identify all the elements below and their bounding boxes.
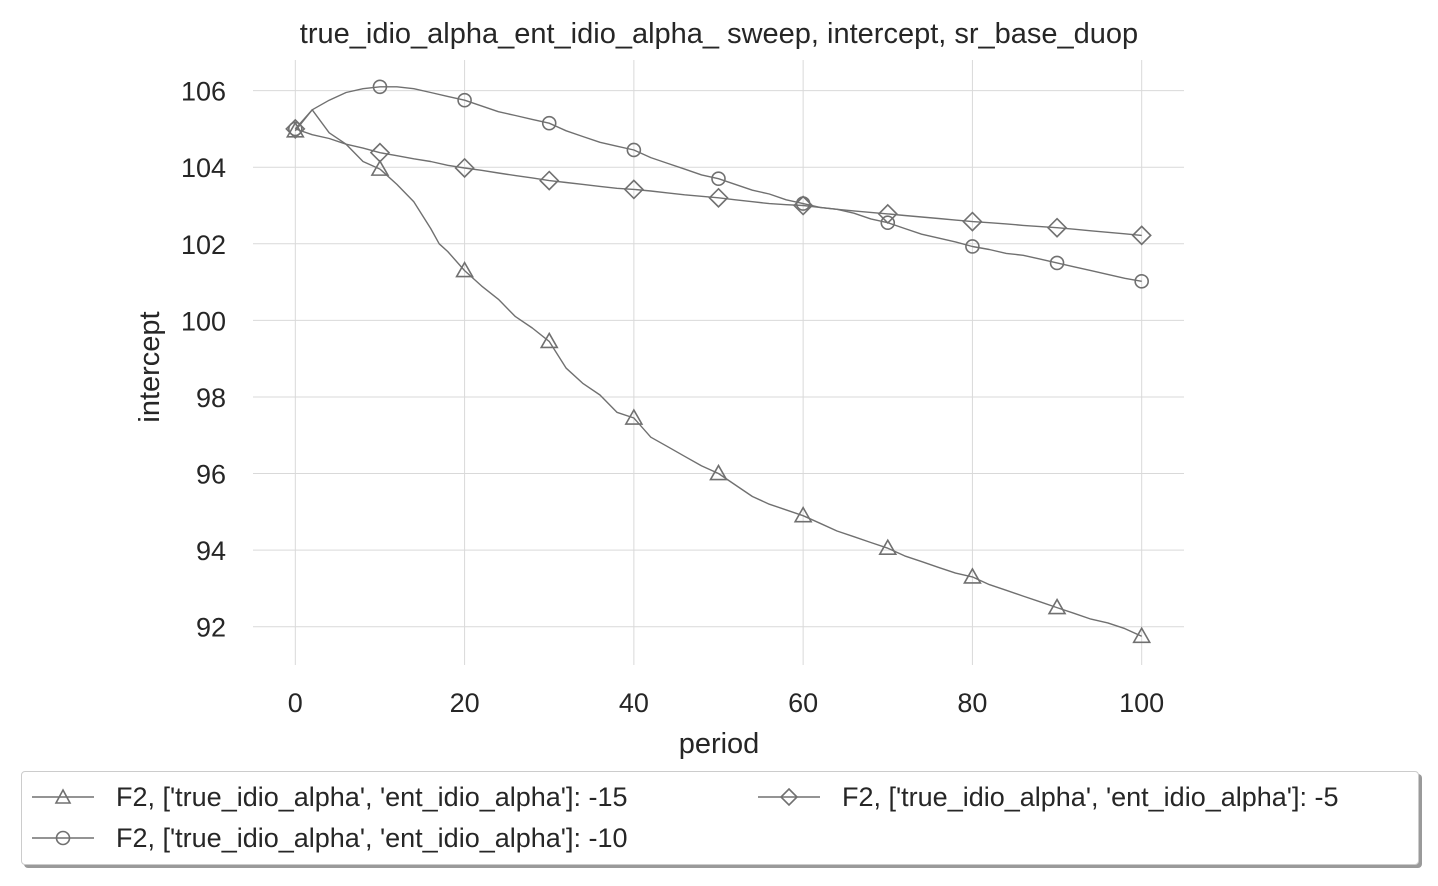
y-tick-label: 106 (181, 77, 226, 107)
y-tick-label: 102 (181, 230, 226, 260)
x-tick-label: 80 (957, 688, 987, 718)
legend-item-series-2: F2, ['true_idio_alpha', 'ent_idio_alpha'… (32, 820, 627, 856)
legend-item-series-1: F2, ['true_idio_alpha', 'ent_idio_alpha'… (32, 779, 627, 815)
series-line-2 (294, 86, 1142, 282)
grid-lines (253, 60, 1184, 665)
circle-marker (288, 121, 303, 137)
diamond-marker (285, 118, 306, 140)
diamond-marker (1131, 225, 1152, 246)
y-axis-label: intercept (134, 311, 166, 422)
triangle-marker-icon (32, 788, 94, 804)
chart-title: true_idio_alpha_ent_idio_alpha_ sweep, i… (300, 18, 1138, 50)
circle-marker (457, 92, 472, 108)
circle-marker (965, 239, 980, 254)
triangle-marker (878, 538, 898, 556)
circle-marker (541, 115, 557, 131)
diamond-marker (623, 179, 644, 200)
y-tick-label: 94 (196, 536, 226, 566)
circle-marker (1134, 274, 1149, 289)
chart-legend: F2, ['true_idio_alpha', 'ent_idio_alpha'… (21, 771, 1419, 865)
legend-label-series-1: F2, ['true_idio_alpha', 'ent_idio_alpha'… (116, 781, 628, 812)
circle-marker (372, 79, 388, 95)
series-lines (294, 86, 1142, 637)
legend-label-series-2: F2, ['true_idio_alpha', 'ent_idio_alpha'… (116, 822, 628, 853)
y-tick-label: 96 (196, 460, 226, 490)
diamond-marker-icon (758, 787, 820, 807)
diamond-marker (793, 195, 814, 216)
triangle-marker (963, 567, 982, 584)
triangle-marker (793, 506, 813, 523)
y-tick-label: 100 (181, 306, 226, 336)
series-markers (285, 79, 1152, 644)
diamond-marker (708, 187, 729, 208)
triangle-marker (624, 408, 644, 425)
diamond-marker (539, 170, 560, 191)
x-tick-label: 60 (788, 688, 818, 718)
triangle-marker (370, 159, 390, 176)
diamond-marker (962, 211, 983, 232)
triangle-marker (539, 331, 559, 349)
diamond-marker (877, 203, 898, 225)
triangle-marker (455, 260, 474, 278)
triangle-marker (1047, 597, 1067, 615)
x-axis-label: period (679, 728, 760, 760)
x-tick-label: 100 (1119, 688, 1164, 718)
series-line-1 (294, 109, 1142, 637)
x-tick-label: 20 (450, 688, 480, 718)
y-tick-label: 104 (181, 153, 226, 183)
legend-item-series-3: F2, ['true_idio_alpha', 'ent_idio_alpha'… (758, 779, 1338, 815)
diamond-marker (454, 157, 475, 179)
circle-marker-icon (32, 830, 94, 846)
diamond-marker (1046, 217, 1068, 238)
tick-labels: 0 20 40 60 80 100 92 94 96 98 100 102 104 106 (181, 77, 1164, 718)
triangle-marker (709, 463, 728, 481)
x-tick-label: 0 (288, 688, 303, 718)
y-tick-label: 98 (196, 383, 226, 413)
legend-label-series-3: F2, ['true_idio_alpha', 'ent_idio_alpha'… (842, 781, 1339, 812)
y-tick-label: 92 (196, 613, 226, 643)
circle-marker (711, 171, 726, 187)
circle-marker (1049, 255, 1065, 271)
circle-marker (880, 215, 896, 231)
diamond-marker (369, 142, 391, 163)
triangle-marker (1132, 626, 1152, 644)
circle-marker (626, 142, 642, 158)
x-tick-label: 40 (619, 688, 649, 718)
series-line-3 (295, 128, 1142, 237)
